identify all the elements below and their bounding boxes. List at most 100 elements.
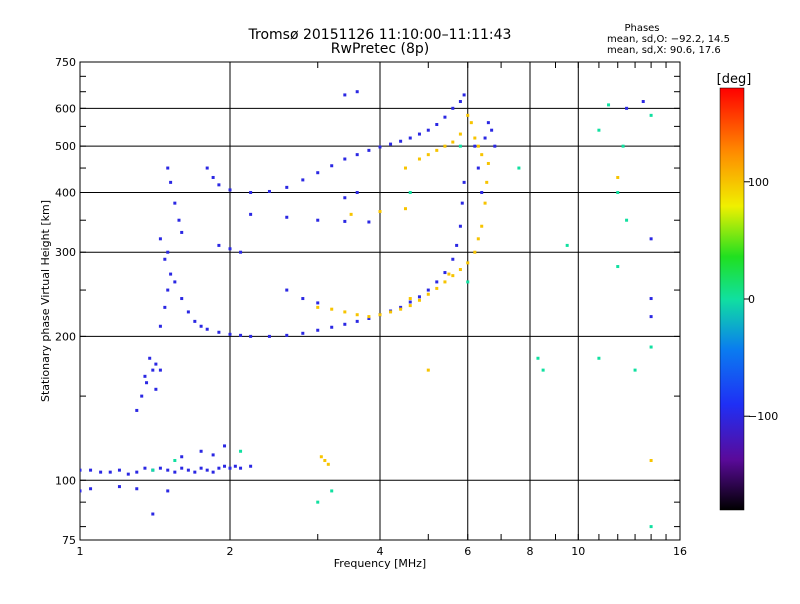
echo-point bbox=[301, 297, 305, 301]
echo-point bbox=[330, 307, 334, 311]
echo-point bbox=[435, 123, 439, 127]
echo-point bbox=[163, 257, 167, 261]
echo-point bbox=[455, 243, 459, 247]
echo-point bbox=[193, 319, 197, 323]
echo-point bbox=[285, 288, 289, 292]
y-tick-label: 300 bbox=[55, 246, 76, 259]
echo-point bbox=[399, 305, 403, 309]
echo-point bbox=[223, 464, 227, 468]
x-tick-label: 2 bbox=[227, 545, 234, 558]
echo-point bbox=[173, 201, 177, 205]
echo-point bbox=[285, 333, 289, 337]
echo-point bbox=[443, 115, 447, 119]
echo-point bbox=[417, 295, 421, 299]
y-axis-label: Stationary phase Virtual Height [km] bbox=[39, 200, 52, 402]
y-tick-label: 400 bbox=[55, 186, 76, 199]
echo-point bbox=[249, 212, 253, 216]
echo-point bbox=[267, 189, 271, 193]
echo-point bbox=[99, 470, 103, 474]
x-axis-label: Frequency [MHz] bbox=[334, 557, 426, 570]
echo-point bbox=[330, 489, 334, 493]
echo-point bbox=[473, 250, 477, 254]
echo-point bbox=[316, 171, 320, 175]
echo-point bbox=[343, 310, 347, 314]
echo-point bbox=[367, 220, 371, 224]
echo-point bbox=[417, 298, 421, 302]
echo-point bbox=[649, 237, 653, 241]
echo-point bbox=[323, 458, 327, 462]
echo-point bbox=[399, 307, 403, 311]
colorbar bbox=[719, 87, 745, 511]
echo-point bbox=[649, 525, 653, 529]
echo-point bbox=[228, 332, 232, 336]
echo-point bbox=[451, 274, 455, 278]
echo-point bbox=[249, 190, 253, 194]
echo-point bbox=[355, 313, 359, 317]
echo-point bbox=[435, 280, 439, 284]
echo-point bbox=[330, 164, 334, 168]
echo-point bbox=[483, 201, 487, 205]
echo-point bbox=[228, 247, 232, 251]
echo-point bbox=[473, 136, 477, 140]
echo-point bbox=[378, 145, 382, 149]
echo-point bbox=[607, 103, 611, 107]
echo-point bbox=[458, 224, 462, 228]
x-tick-label: 1 bbox=[77, 545, 84, 558]
phases-o-stats: mean, sd,O: −92.2, 14.5 bbox=[607, 34, 730, 45]
echo-point bbox=[211, 175, 215, 179]
echo-point bbox=[462, 93, 466, 97]
echo-point bbox=[80, 489, 82, 493]
echo-point bbox=[367, 316, 371, 320]
echo-point bbox=[205, 468, 209, 472]
echo-point bbox=[177, 218, 181, 222]
echo-point bbox=[486, 121, 490, 125]
echo-point bbox=[447, 272, 451, 276]
echo-point bbox=[193, 470, 197, 474]
echo-point bbox=[343, 219, 347, 223]
echo-point bbox=[355, 190, 359, 194]
echo-point bbox=[426, 153, 430, 157]
echo-point bbox=[466, 261, 470, 265]
echo-point bbox=[486, 161, 490, 165]
echo-point bbox=[389, 310, 393, 314]
echo-point bbox=[616, 190, 620, 194]
echo-point bbox=[493, 144, 497, 148]
y-tick-label: 500 bbox=[55, 140, 76, 153]
x-tick-label: 16 bbox=[673, 545, 687, 558]
echo-point bbox=[597, 128, 601, 132]
echo-point bbox=[140, 394, 144, 398]
echo-point bbox=[485, 180, 489, 184]
echo-point bbox=[355, 90, 359, 94]
echo-point bbox=[154, 387, 158, 391]
echo-point bbox=[145, 381, 149, 385]
echo-point bbox=[443, 280, 447, 284]
echo-point bbox=[458, 144, 462, 148]
echo-point bbox=[151, 368, 155, 372]
echo-point bbox=[466, 280, 470, 284]
echo-point bbox=[301, 178, 305, 182]
echo-point bbox=[239, 333, 243, 337]
echo-point bbox=[625, 218, 629, 222]
echo-point bbox=[408, 190, 412, 194]
echo-point bbox=[343, 93, 347, 97]
echo-point bbox=[403, 207, 407, 211]
echo-point bbox=[641, 100, 645, 104]
echo-point bbox=[408, 136, 412, 140]
echo-point bbox=[173, 458, 177, 462]
phases-x-stats: mean, sd,X: 90.6, 17.6 bbox=[607, 45, 721, 56]
echo-point bbox=[154, 362, 158, 366]
echo-point bbox=[460, 201, 464, 205]
y-tick-label: 100 bbox=[55, 474, 76, 487]
echo-point bbox=[135, 487, 139, 491]
echo-point bbox=[199, 466, 203, 470]
echo-point bbox=[316, 328, 320, 332]
echo-point bbox=[616, 175, 620, 179]
echo-point bbox=[89, 468, 93, 472]
echo-point bbox=[166, 250, 170, 254]
echo-point bbox=[408, 300, 412, 304]
echo-point bbox=[367, 315, 371, 319]
echo-point bbox=[343, 322, 347, 326]
echo-point bbox=[435, 148, 439, 152]
echo-point bbox=[469, 121, 473, 125]
